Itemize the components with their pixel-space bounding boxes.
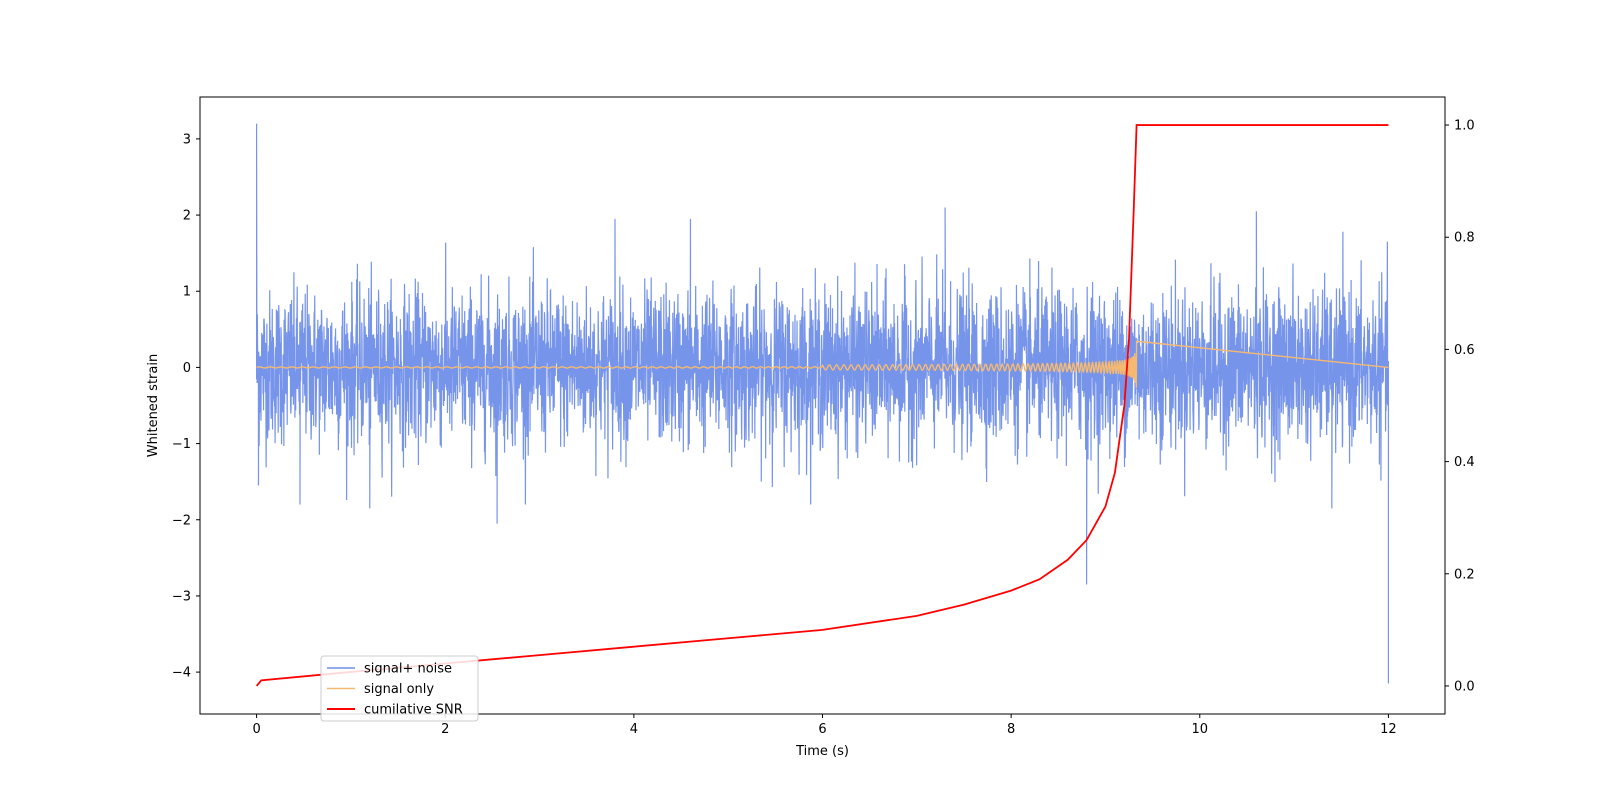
y-axis-right: 0.0 0.2 0.4 0.6 0.8 1.0 — [1445, 119, 1475, 694]
legend-box — [320, 655, 479, 722]
y-tick-label: 0 — [183, 361, 191, 376]
legend-entry-label: signal+ noise — [364, 662, 452, 677]
y-tick-label: 1 — [183, 285, 191, 300]
y-right-tick-label: 0.6 — [1454, 343, 1475, 358]
legend-entry-label: signal only — [364, 682, 434, 697]
plot-area — [255, 123, 1390, 687]
y-tick-label: −3 — [172, 589, 191, 604]
y-tick-label: 3 — [183, 132, 191, 147]
y-axis-left: −4 −3 −2 −1 0 1 2 3 — [172, 132, 200, 681]
y-tick-label: 2 — [183, 209, 191, 224]
y-tick-label: −4 — [172, 666, 191, 681]
x-tick-label: 10 — [1191, 722, 1208, 737]
series-signal-noise-line — [255, 123, 1390, 684]
y-right-tick-label: 1.0 — [1454, 119, 1475, 134]
y-tick-label: −2 — [172, 513, 191, 528]
series-cumulative-snr-line — [255, 124, 1389, 687]
x-tick-label: 6 — [818, 722, 826, 737]
x-tick-label: 12 — [1380, 722, 1397, 737]
x-tick-label: 4 — [630, 722, 638, 737]
y-right-tick-label: 0.0 — [1454, 679, 1475, 694]
y-axis-label: Whitened strain — [146, 354, 161, 457]
y-tick-label: −1 — [172, 437, 191, 452]
x-tick-label: 0 — [252, 722, 260, 737]
series-signal-only-line — [256, 340, 1389, 389]
y-right-tick-label: 0.4 — [1454, 455, 1475, 470]
y-right-tick-label: 0.2 — [1454, 567, 1475, 582]
y-right-tick-label: 0.8 — [1454, 231, 1475, 246]
x-tick-label: 8 — [1007, 722, 1015, 737]
x-axis-label: Time (s) — [795, 744, 849, 759]
legend: signal+ noise signal only cumilative SNR — [320, 655, 479, 722]
legend-entry-label: cumilative SNR — [364, 703, 463, 718]
x-tick-label: 2 — [441, 722, 449, 737]
